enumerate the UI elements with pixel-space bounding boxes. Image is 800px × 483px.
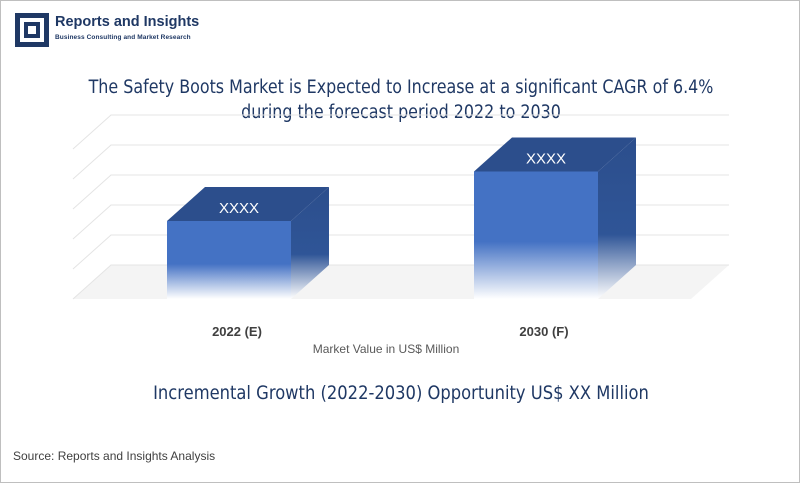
data-label: XXXX	[526, 151, 566, 168]
source-note: Source: Reports and Insights Analysis	[13, 449, 216, 463]
bar-front	[167, 221, 291, 299]
bar-top	[167, 187, 329, 221]
category-label: 2030 (F)	[519, 324, 568, 339]
bar-front	[474, 171, 598, 299]
category-label: 2022 (E)	[212, 324, 262, 339]
gridline	[72, 114, 729, 150]
bar-top	[474, 137, 636, 172]
brand-name: Reports and Insights	[55, 14, 200, 30]
brand-logo: Reports and Insights Business Consulting…	[15, 12, 225, 48]
bar-chart: XXXX 2022 (E) XXXX 2030 (F) Market Value in …	[72, 114, 729, 357]
data-label: XXXX	[219, 200, 259, 217]
bars	[167, 137, 636, 299]
x-axis-title: Market Value in US$ Million	[313, 342, 460, 356]
bar-side	[598, 137, 636, 299]
logo-mark-icon	[15, 13, 49, 47]
chart-title: The Safety Boots Market is Expected to I…	[88, 77, 714, 123]
labels: XXXX 2022 (E) XXXX 2030 (F) Market Value in …	[212, 151, 569, 357]
bar-side	[291, 187, 329, 299]
brand-tagline: Business Consulting and Market Research	[55, 34, 191, 41]
growth-note: Incremental Growth (2022-2030) Opportuni…	[153, 382, 649, 404]
